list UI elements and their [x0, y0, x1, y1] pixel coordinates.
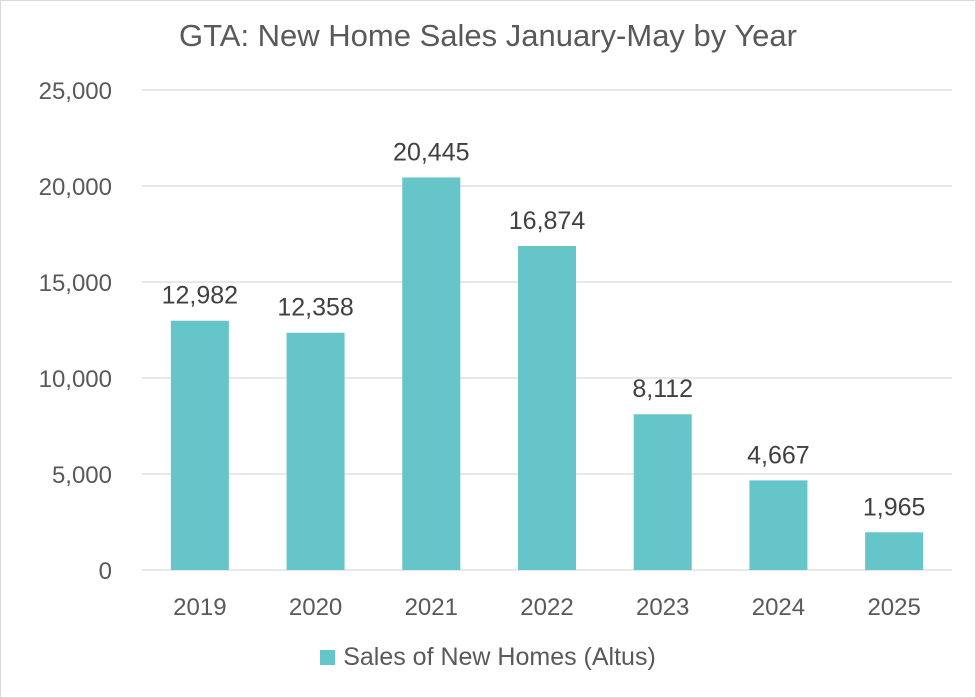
data-label: 12,982 — [162, 282, 238, 310]
legend: Sales of New Homes (Altus) — [0, 643, 976, 672]
y-tick-label: 0 — [99, 558, 112, 585]
bar — [402, 177, 461, 570]
y-tick-label: 5,000 — [52, 462, 112, 489]
y-tick-label: 20,000 — [39, 174, 112, 201]
y-tick-label: 10,000 — [39, 366, 112, 393]
bar — [518, 246, 576, 570]
bar — [170, 320, 229, 570]
data-labels: 12,982 12,358 20,445 16,874 8,112 4,667 1,965 — [162, 138, 926, 521]
y-tick-label: 25,000 — [39, 78, 112, 105]
x-axis-ticks: 2019 2020 2021 2022 2023 2024 2025 — [173, 594, 921, 621]
bars — [170, 177, 924, 570]
x-tick-label: 2021 — [405, 594, 458, 621]
x-tick-label: 2022 — [520, 594, 573, 621]
legend-label: Sales of New Homes (Altus) — [343, 643, 656, 671]
data-label: 1,965 — [863, 493, 926, 521]
bar — [865, 532, 924, 570]
data-label: 8,112 — [632, 375, 693, 403]
x-tick-label: 2023 — [636, 594, 689, 621]
data-label: 4,667 — [747, 441, 810, 469]
legend-swatch — [320, 650, 336, 665]
data-label: 20,445 — [393, 138, 469, 166]
data-label: 12,358 — [277, 294, 353, 322]
y-tick-label: 15,000 — [39, 270, 112, 297]
x-tick-label: 2025 — [867, 594, 920, 621]
data-label: 16,874 — [509, 207, 586, 235]
y-axis-ticks: 0 5,000 10,000 15,000 20,000 25,000 — [39, 78, 112, 585]
bar — [633, 414, 692, 570]
x-tick-label: 2020 — [289, 594, 342, 621]
bar — [286, 332, 345, 570]
chart-title: GTA: New Home Sales January-May by Year — [179, 18, 797, 53]
bar — [749, 480, 808, 570]
x-tick-label: 2024 — [752, 594, 805, 621]
x-tick-label: 2019 — [173, 594, 226, 621]
